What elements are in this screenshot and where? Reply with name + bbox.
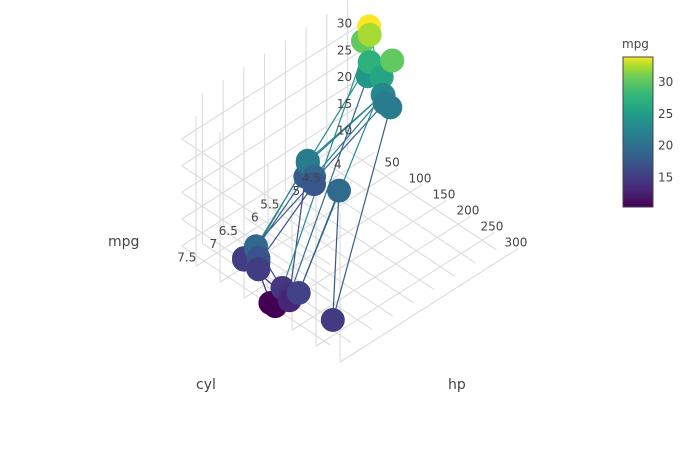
y-tick-label: 5.5 [260, 197, 279, 211]
z-tick-label: 10 [337, 124, 352, 138]
trace-segment [298, 190, 340, 294]
y-axis-title: cyl [196, 377, 216, 393]
grid-line-floor-cyl [264, 203, 414, 304]
z-axis-title: mpg [108, 234, 139, 250]
colorbar-title: mpg [622, 37, 649, 51]
data-point[interactable]: hp 180, cyl 8, mpg 15.2 [246, 257, 271, 282]
x-tick-label: 100 [408, 171, 431, 185]
trace-segment [307, 94, 384, 162]
y-tick-label: 6.5 [219, 224, 238, 238]
grid-line-side-mpg [181, 104, 361, 220]
trace-segment [255, 176, 306, 250]
data-point[interactable]: hp 123, cyl 6, mpg 17.8 [302, 172, 327, 197]
data-point[interactable]: hp 264, cyl 8, mpg 15.8 [286, 280, 311, 305]
colorbar-tick-label: 20 [658, 139, 673, 153]
y-tick-label: 5 [292, 184, 300, 198]
colorbar-tick-label: 15 [658, 171, 673, 185]
grid-line-side-mpg [181, 131, 361, 247]
z-tick-label: 25 [337, 43, 352, 57]
colorbar-tick-label: 25 [658, 107, 673, 121]
y-tick-label: 4.5 [302, 171, 321, 185]
colorbar-ticks: 15 20 25 30 [658, 75, 673, 185]
grid-line-floor-cyl [347, 150, 497, 251]
grid-line-floor-cyl [243, 216, 393, 317]
trace-markers[interactable]: hp 150, cyl 8, mpg 15.5hp 150, cyl 8, mp… [232, 14, 405, 332]
z-tick-label: 30 [337, 17, 352, 31]
grid-line-side-mpg [181, 78, 361, 193]
grid-line-floor-cyl [326, 163, 476, 264]
grid-line-floor-hp [315, 231, 495, 347]
x-tick-label: 200 [456, 203, 479, 217]
grid-line-side-mpg [181, 51, 361, 167]
colorbar-gradient [622, 56, 654, 208]
y-tick-label: 6 [251, 211, 259, 225]
y-tick-label: 7 [209, 237, 217, 251]
x-axis-title: hp [448, 377, 466, 393]
colorbar-tick-label: 30 [658, 75, 673, 89]
grid-line-floor-hp [291, 215, 471, 331]
data-point[interactable]: hp 66, cyl 4, mpg 32.4 [357, 22, 382, 47]
grid-line-floor-hp [243, 183, 423, 299]
trace-segment [332, 190, 340, 320]
data-point[interactable]: hp 335, cyl 8, mpg 15 [320, 307, 345, 332]
axis-ticks: 10 15 20 25 30 4 4.55 5.56 6.57 7.5 50 100150200250… [177, 17, 527, 265]
grid-line-back-mpg [181, 165, 331, 266]
x-tick-label: 50 [384, 155, 399, 169]
data-point[interactable]: hp 109, cyl 4, mpg 21.4 [378, 95, 403, 120]
x-tick-label: 150 [432, 187, 455, 201]
z-tick-label: 20 [337, 70, 352, 84]
grid-line-floor-cyl [285, 189, 435, 290]
trace-segment [281, 34, 371, 289]
colorbar: mpg 15 20 25 30 [622, 37, 673, 208]
grid-line-floor-hp [339, 247, 519, 363]
x-tick-label: 300 [504, 235, 527, 249]
x-tick-label: 250 [480, 219, 503, 233]
trace-segment [332, 107, 391, 321]
y-tick-label: 4 [334, 158, 342, 172]
z-tick-label: 15 [337, 97, 352, 111]
grid-line-floor-hp [195, 151, 375, 267]
grid-line-back-mpg [181, 245, 331, 346]
data-point[interactable]: hp 175, cyl 6, mpg 19.7 [327, 178, 351, 203]
y-tick-label: 7.5 [177, 250, 196, 264]
grid-line-side-mpg [181, 24, 361, 140]
trace-segment [289, 176, 306, 295]
data-point[interactable]: hp 113, cyl 4, mpg 30.4 [380, 48, 405, 73]
